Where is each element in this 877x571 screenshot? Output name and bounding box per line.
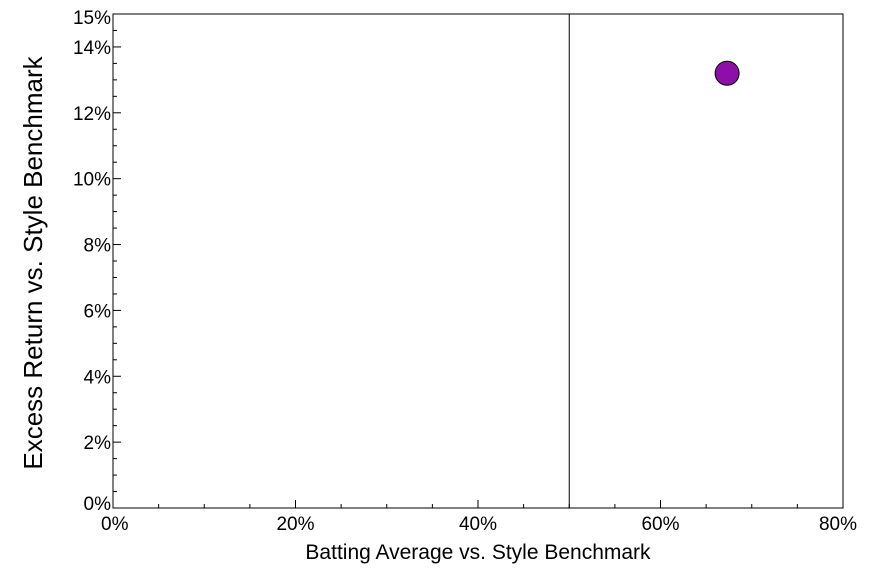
x-axis-title: Batting Average vs. Style Benchmark [305, 541, 651, 564]
minor-ticks [113, 29, 798, 508]
major-ticks [112, 46, 844, 509]
plot-area [112, 13, 844, 509]
y-tick-label: 14% [73, 38, 111, 59]
plot-frame [112, 13, 844, 509]
y-axis-title: Excess Return vs. Style Benchmark [18, 55, 48, 469]
x-tick-labels: 0% 20% 40% 60% 80% [101, 514, 857, 535]
y-tick-label: 12% [73, 104, 111, 125]
y-tick-labels: 0% 2% 4% 6% 8% 10% 12% 14% 15% [73, 8, 111, 515]
y-tick-label: 15% [73, 8, 111, 29]
y-tick-label: 8% [84, 236, 112, 257]
x-tick-label: 40% [459, 514, 497, 535]
x-tick-label: 80% [819, 514, 857, 535]
y-tick-label: 6% [84, 301, 112, 322]
x-tick-label: 0% [101, 514, 129, 535]
y-tick-label: 4% [84, 367, 112, 388]
y-tick-label: 2% [84, 433, 112, 454]
data-point [714, 60, 740, 86]
data-points [714, 60, 740, 86]
y-tick-label: 10% [73, 170, 111, 191]
y-tick-label: 0% [84, 494, 112, 515]
x-tick-label: 20% [276, 514, 314, 535]
x-tick-label: 60% [641, 514, 679, 535]
